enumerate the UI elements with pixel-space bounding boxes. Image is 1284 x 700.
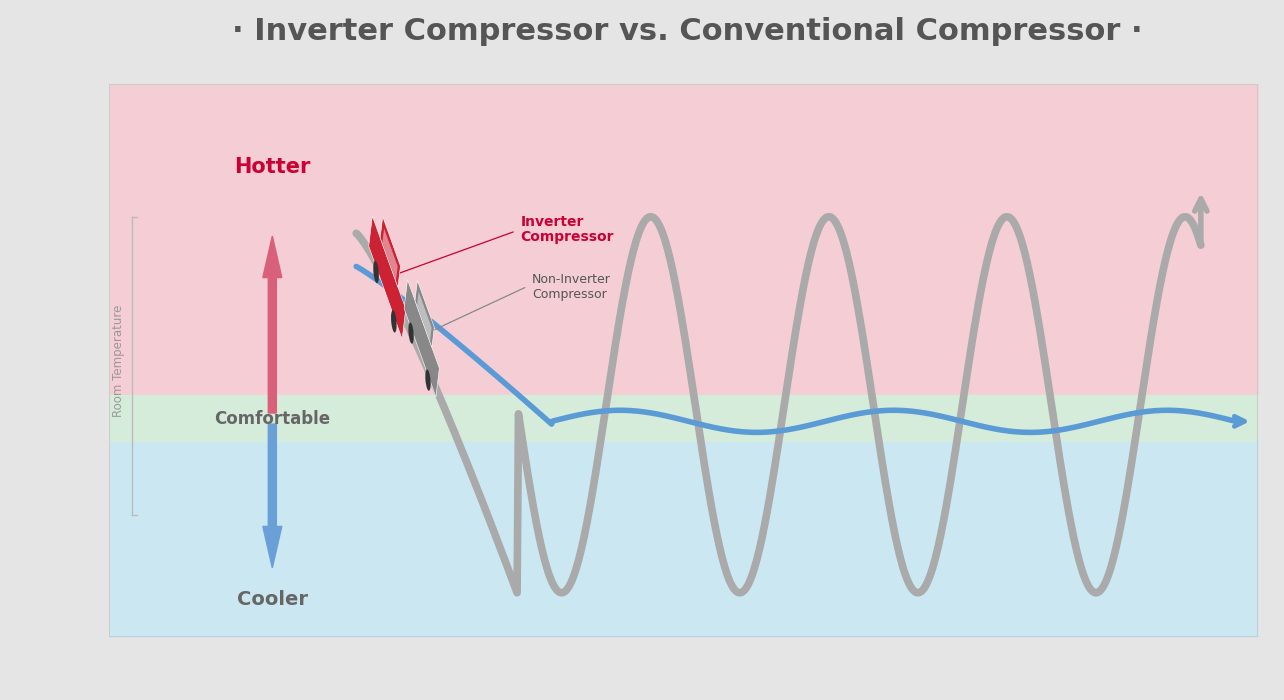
FancyArrow shape — [263, 236, 281, 413]
FancyArrow shape — [263, 424, 281, 568]
Bar — [380, 217, 401, 287]
Bar — [369, 216, 406, 339]
Text: Hotter: Hotter — [234, 157, 311, 177]
Bar — [383, 228, 398, 280]
Text: Non-Inverter
Compressor: Non-Inverter Compressor — [532, 273, 611, 301]
Bar — [417, 292, 431, 341]
Bar — [404, 280, 439, 397]
Text: Cooler: Cooler — [236, 590, 308, 609]
Ellipse shape — [392, 310, 397, 332]
Ellipse shape — [425, 370, 430, 391]
Text: Comfortable: Comfortable — [214, 410, 330, 428]
Text: Room Temperature: Room Temperature — [112, 304, 125, 416]
Bar — [415, 281, 434, 347]
Text: · Inverter Compressor vs. Conventional Compressor ·: · Inverter Compressor vs. Conventional C… — [231, 17, 1143, 46]
Ellipse shape — [374, 261, 379, 284]
Text: Inverter
Compressor: Inverter Compressor — [520, 215, 614, 244]
Ellipse shape — [408, 323, 413, 344]
